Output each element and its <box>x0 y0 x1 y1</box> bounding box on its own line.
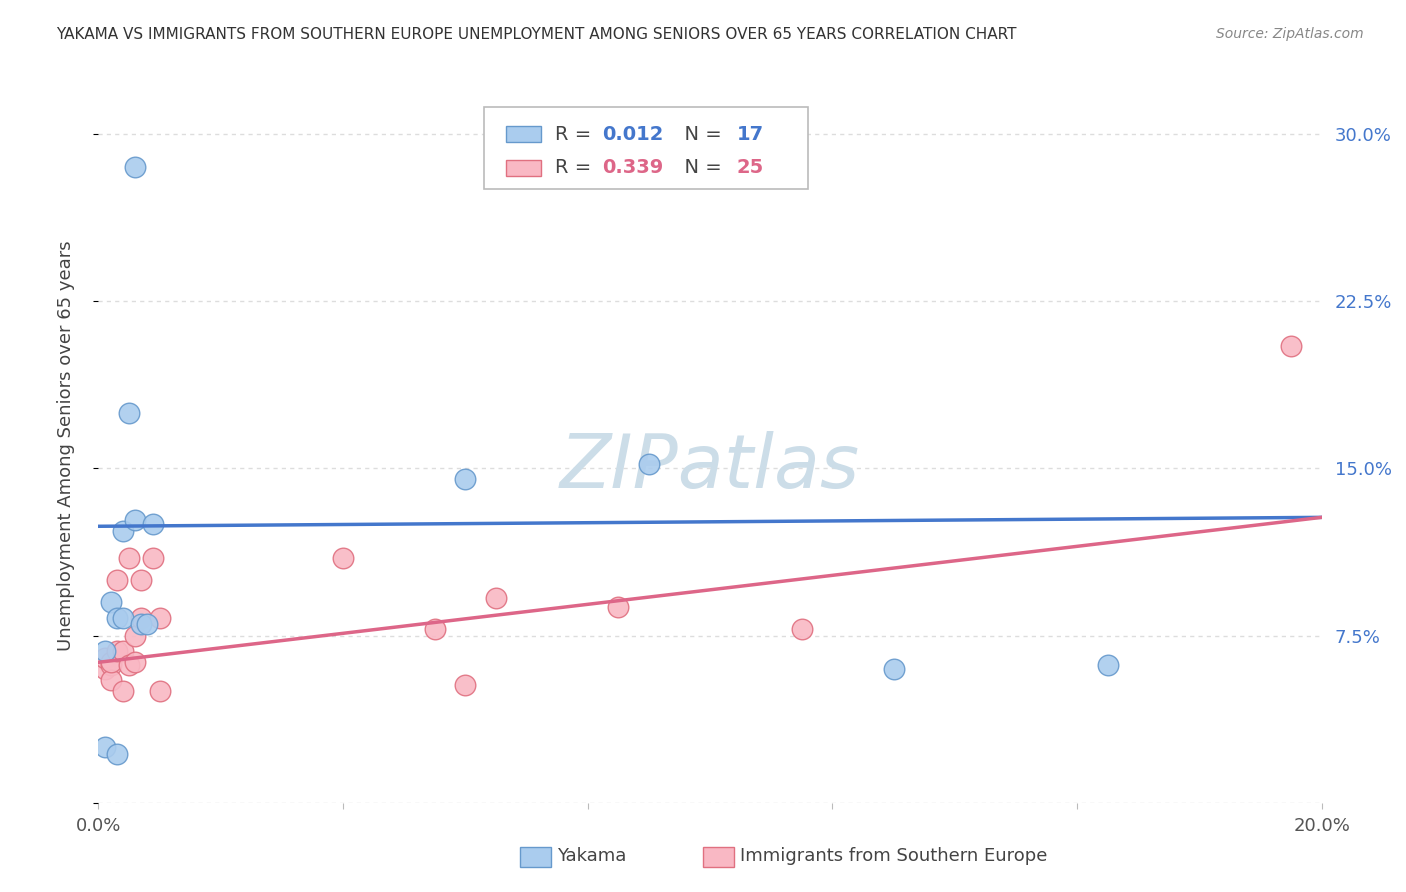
Point <box>332 550 354 565</box>
Point <box>111 684 134 698</box>
Point <box>124 161 146 175</box>
Text: R =: R = <box>555 158 598 178</box>
Bar <box>484 107 808 189</box>
Point <box>454 678 477 692</box>
Text: R =: R = <box>555 125 598 144</box>
Point <box>423 622 446 636</box>
Text: N =: N = <box>672 125 728 144</box>
Point <box>129 610 152 624</box>
Point <box>118 550 141 565</box>
Point <box>136 617 159 632</box>
Point <box>100 673 122 687</box>
Point <box>485 591 508 605</box>
Text: YAKAMA VS IMMIGRANTS FROM SOUTHERN EUROPE UNEMPLOYMENT AMONG SENIORS OVER 65 YEA: YAKAMA VS IMMIGRANTS FROM SOUTHERN EUROP… <box>56 27 1017 42</box>
Y-axis label: Unemployment Among Seniors over 65 years: Unemployment Among Seniors over 65 years <box>56 241 75 651</box>
Point <box>93 740 115 755</box>
Point <box>105 644 128 658</box>
Point <box>93 651 115 665</box>
Point <box>105 610 128 624</box>
Point <box>149 684 172 698</box>
Point <box>142 550 165 565</box>
Text: 17: 17 <box>737 125 763 144</box>
Point <box>118 405 141 420</box>
Text: Yakama: Yakama <box>557 847 626 865</box>
Point <box>111 524 134 538</box>
Point <box>129 573 152 587</box>
Point <box>607 599 630 614</box>
Point <box>111 644 134 658</box>
Point <box>883 662 905 676</box>
Text: 25: 25 <box>737 158 763 178</box>
Text: ZIPatlas: ZIPatlas <box>560 432 860 503</box>
Point <box>129 617 152 632</box>
Point <box>100 655 122 669</box>
Point <box>149 610 172 624</box>
Text: Source: ZipAtlas.com: Source: ZipAtlas.com <box>1216 27 1364 41</box>
Point <box>105 573 128 587</box>
Point <box>1097 657 1119 672</box>
Text: 0.012: 0.012 <box>602 125 664 144</box>
Point <box>637 457 661 471</box>
Point <box>93 644 115 658</box>
Point <box>124 655 146 669</box>
Point <box>124 628 146 642</box>
Text: 0.339: 0.339 <box>602 158 664 178</box>
Bar <box>506 160 541 176</box>
Text: N =: N = <box>672 158 728 178</box>
Text: Immigrants from Southern Europe: Immigrants from Southern Europe <box>740 847 1047 865</box>
Point <box>790 622 813 636</box>
Point <box>100 657 122 672</box>
Point <box>105 747 128 761</box>
Point <box>1279 338 1302 352</box>
Point <box>93 662 115 676</box>
Point <box>454 473 477 487</box>
Point <box>142 517 165 532</box>
Bar <box>506 127 541 142</box>
Point <box>124 512 146 526</box>
Point <box>118 657 141 672</box>
Point <box>111 610 134 624</box>
Point <box>100 595 122 609</box>
